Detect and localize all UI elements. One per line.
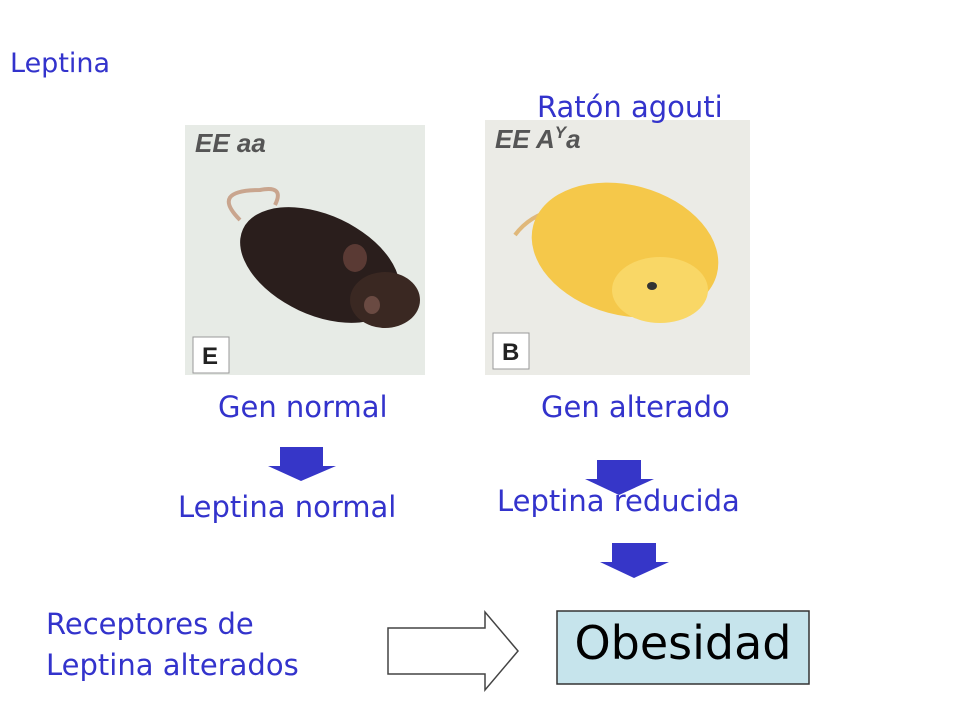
receptors-line: Receptores de <box>46 607 254 641</box>
gene-label: Gen normal <box>218 390 388 424</box>
down-arrow <box>268 447 336 481</box>
result-label: Leptina reducida <box>497 484 740 518</box>
title: Leptina <box>10 48 111 79</box>
subtitle: Ratón agouti <box>537 90 723 124</box>
text: EE aa <box>195 128 266 158</box>
panel-label: E <box>202 343 218 370</box>
photo-label: EE aa <box>195 128 266 158</box>
receptors-line: Leptina alterados <box>46 648 299 682</box>
result-label: Leptina normal <box>178 490 397 524</box>
panel-label: B <box>502 339 519 366</box>
down-arrow <box>585 460 654 495</box>
outcome: Obesidad <box>574 616 792 670</box>
gene-label: Gen alterado <box>541 390 730 424</box>
right-arrow <box>387 609 519 693</box>
photo-label: EE AYa <box>495 123 581 154</box>
text: Y <box>555 123 568 142</box>
text: EE A <box>495 124 555 154</box>
text: a <box>566 124 580 154</box>
down-arrow <box>600 543 669 578</box>
outcome-box <box>556 610 810 685</box>
